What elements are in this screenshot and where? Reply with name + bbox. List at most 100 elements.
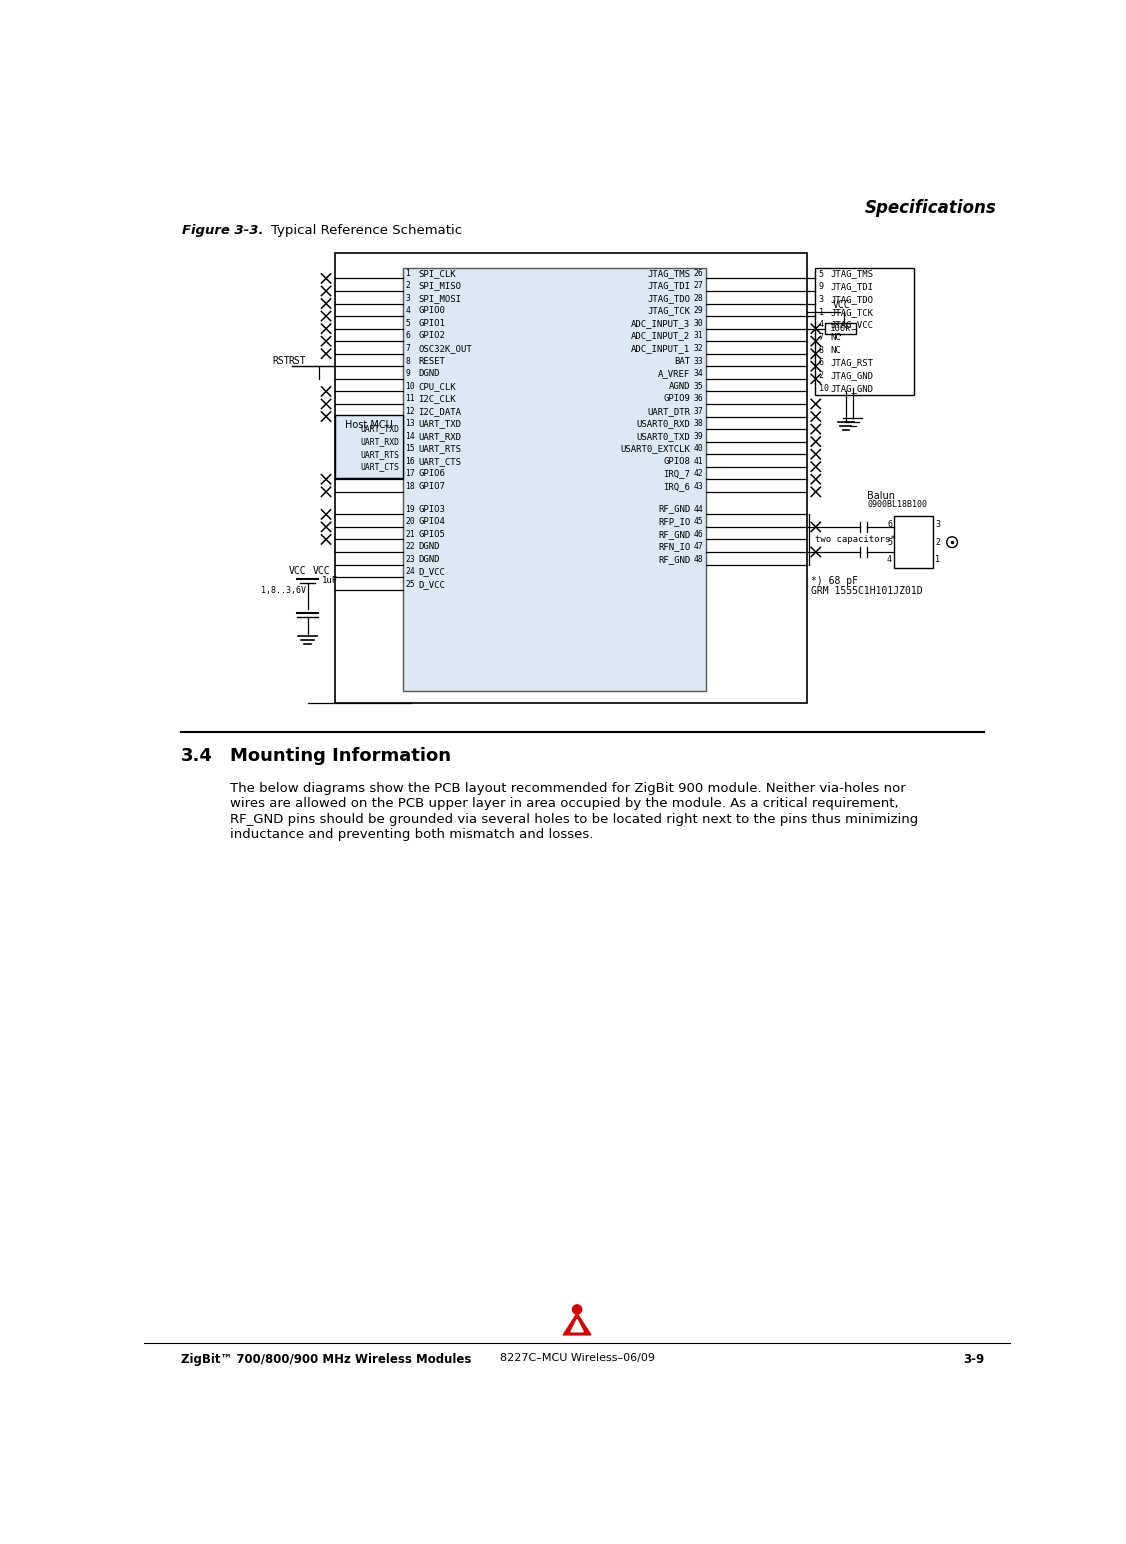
Text: Typical Reference Schematic: Typical Reference Schematic	[270, 224, 462, 236]
Text: JTAG_VCC: JTAG_VCC	[830, 320, 874, 329]
Text: 21: 21	[405, 530, 415, 539]
Text: GPIO3: GPIO3	[419, 505, 445, 514]
Text: RST: RST	[272, 355, 289, 366]
Text: 45: 45	[694, 517, 704, 527]
Text: 14: 14	[405, 432, 415, 442]
Text: BAT: BAT	[674, 357, 690, 366]
Text: 17: 17	[405, 469, 415, 479]
Text: RF_GND: RF_GND	[658, 554, 690, 564]
Text: 6: 6	[887, 520, 892, 530]
Text: 3: 3	[819, 295, 824, 304]
Text: 48: 48	[694, 554, 704, 564]
Bar	[334, 253, 807, 703]
Text: DGND: DGND	[419, 542, 440, 551]
Text: 16: 16	[405, 457, 415, 466]
Text: 12: 12	[405, 406, 415, 415]
Text: 40: 40	[694, 445, 704, 454]
Text: 6: 6	[819, 358, 824, 367]
Text: 18: 18	[405, 482, 415, 491]
Text: 38: 38	[694, 420, 704, 428]
Text: 8: 8	[819, 346, 824, 355]
Text: A_VREF: A_VREF	[658, 369, 690, 378]
Text: 10: 10	[405, 381, 415, 391]
Text: 25: 25	[405, 581, 415, 588]
Text: GPIO6: GPIO6	[419, 469, 445, 479]
Text: JTAG_TDO: JTAG_TDO	[830, 295, 874, 304]
Text: 4: 4	[887, 556, 892, 564]
Text: GPIO9: GPIO9	[663, 394, 690, 403]
Text: VCC: VCC	[288, 565, 306, 576]
Text: 39: 39	[694, 432, 704, 442]
Text: 5: 5	[405, 320, 410, 327]
Polygon shape	[563, 1314, 591, 1336]
Text: JTAG_GND: JTAG_GND	[830, 371, 874, 380]
Text: 1: 1	[935, 556, 940, 564]
Text: 2: 2	[935, 537, 940, 547]
Text: USART0_RXD: USART0_RXD	[636, 420, 690, 428]
Bar	[815, 267, 913, 395]
Text: Balun: Balun	[867, 491, 895, 500]
Text: UART_RTS: UART_RTS	[419, 445, 462, 454]
Text: 13: 13	[405, 420, 415, 428]
Text: NC: NC	[830, 334, 841, 343]
Bar	[403, 267, 706, 692]
Text: GPIO1: GPIO1	[419, 320, 445, 327]
Text: 10: 10	[819, 384, 829, 392]
Text: IRQ_6: IRQ_6	[663, 482, 690, 491]
Text: RF_GND: RF_GND	[658, 505, 690, 514]
Text: 34: 34	[694, 369, 704, 378]
Text: 33: 33	[694, 357, 704, 366]
Text: two capacitors*: two capacitors*	[815, 534, 895, 543]
Text: 3: 3	[405, 293, 410, 303]
Text: 4: 4	[405, 306, 410, 315]
Text: wires are allowed on the PCB upper layer in area occupied by the module. As a cr: wires are allowed on the PCB upper layer…	[230, 797, 899, 811]
Text: DGND: DGND	[419, 369, 440, 378]
Text: 8227C–MCU Wireless–06/09: 8227C–MCU Wireless–06/09	[500, 1353, 654, 1363]
Text: 26: 26	[694, 269, 704, 278]
Text: The below diagrams show the PCB layout recommended for ZigBit 900 module. Neithe: The below diagrams show the PCB layout r…	[230, 781, 905, 795]
Text: 15: 15	[405, 445, 415, 454]
Circle shape	[947, 537, 957, 548]
Text: IRQ_7: IRQ_7	[663, 469, 690, 479]
Text: USART0_EXTCLK: USART0_EXTCLK	[620, 445, 690, 454]
Text: SPI_MISO: SPI_MISO	[419, 281, 462, 290]
Text: 23: 23	[405, 554, 415, 564]
Text: JTAG_RST: JTAG_RST	[830, 358, 874, 367]
Text: Specifications: Specifications	[865, 199, 997, 218]
Text: 28: 28	[694, 293, 704, 303]
Text: I2C_DATA: I2C_DATA	[419, 406, 462, 415]
Text: ADC_INPUT_1: ADC_INPUT_1	[632, 344, 690, 354]
Text: 1: 1	[405, 269, 410, 278]
Text: 8: 8	[405, 357, 410, 366]
Text: GPIO0: GPIO0	[419, 306, 445, 315]
Text: VCC: VCC	[313, 567, 331, 576]
Text: JTAG_TDO: JTAG_TDO	[647, 293, 690, 303]
Text: 41: 41	[694, 457, 704, 466]
Text: RF_GND: RF_GND	[658, 530, 690, 539]
Text: D_VCC: D_VCC	[419, 567, 445, 576]
Text: 7: 7	[819, 334, 824, 343]
Text: SPI_CLK: SPI_CLK	[419, 269, 456, 278]
Text: 37: 37	[694, 406, 704, 415]
Text: 42: 42	[694, 469, 704, 479]
Text: 4: 4	[819, 320, 824, 329]
Text: 44: 44	[694, 505, 704, 514]
Text: ADC_INPUT_3: ADC_INPUT_3	[632, 320, 690, 327]
Text: UART_RXD: UART_RXD	[360, 437, 400, 446]
Text: RST: RST	[288, 355, 306, 366]
Text: Mounting Information: Mounting Information	[230, 747, 450, 766]
Text: Host MCU: Host MCU	[345, 420, 393, 429]
Text: 3-9: 3-9	[963, 1353, 984, 1365]
Text: 19: 19	[405, 505, 415, 514]
Bar	[894, 516, 932, 568]
Text: 2: 2	[819, 371, 824, 380]
Text: 29: 29	[694, 306, 704, 315]
Text: UART_TXD: UART_TXD	[419, 420, 462, 428]
Bar	[334, 415, 403, 479]
Text: UART_RXD: UART_RXD	[419, 432, 462, 442]
Text: JTAG_GND: JTAG_GND	[830, 384, 874, 392]
Circle shape	[572, 1305, 582, 1314]
Text: JTAG_TMS: JTAG_TMS	[830, 270, 874, 278]
Text: UART_RTS: UART_RTS	[360, 449, 400, 459]
Text: RFP_IO: RFP_IO	[658, 517, 690, 527]
